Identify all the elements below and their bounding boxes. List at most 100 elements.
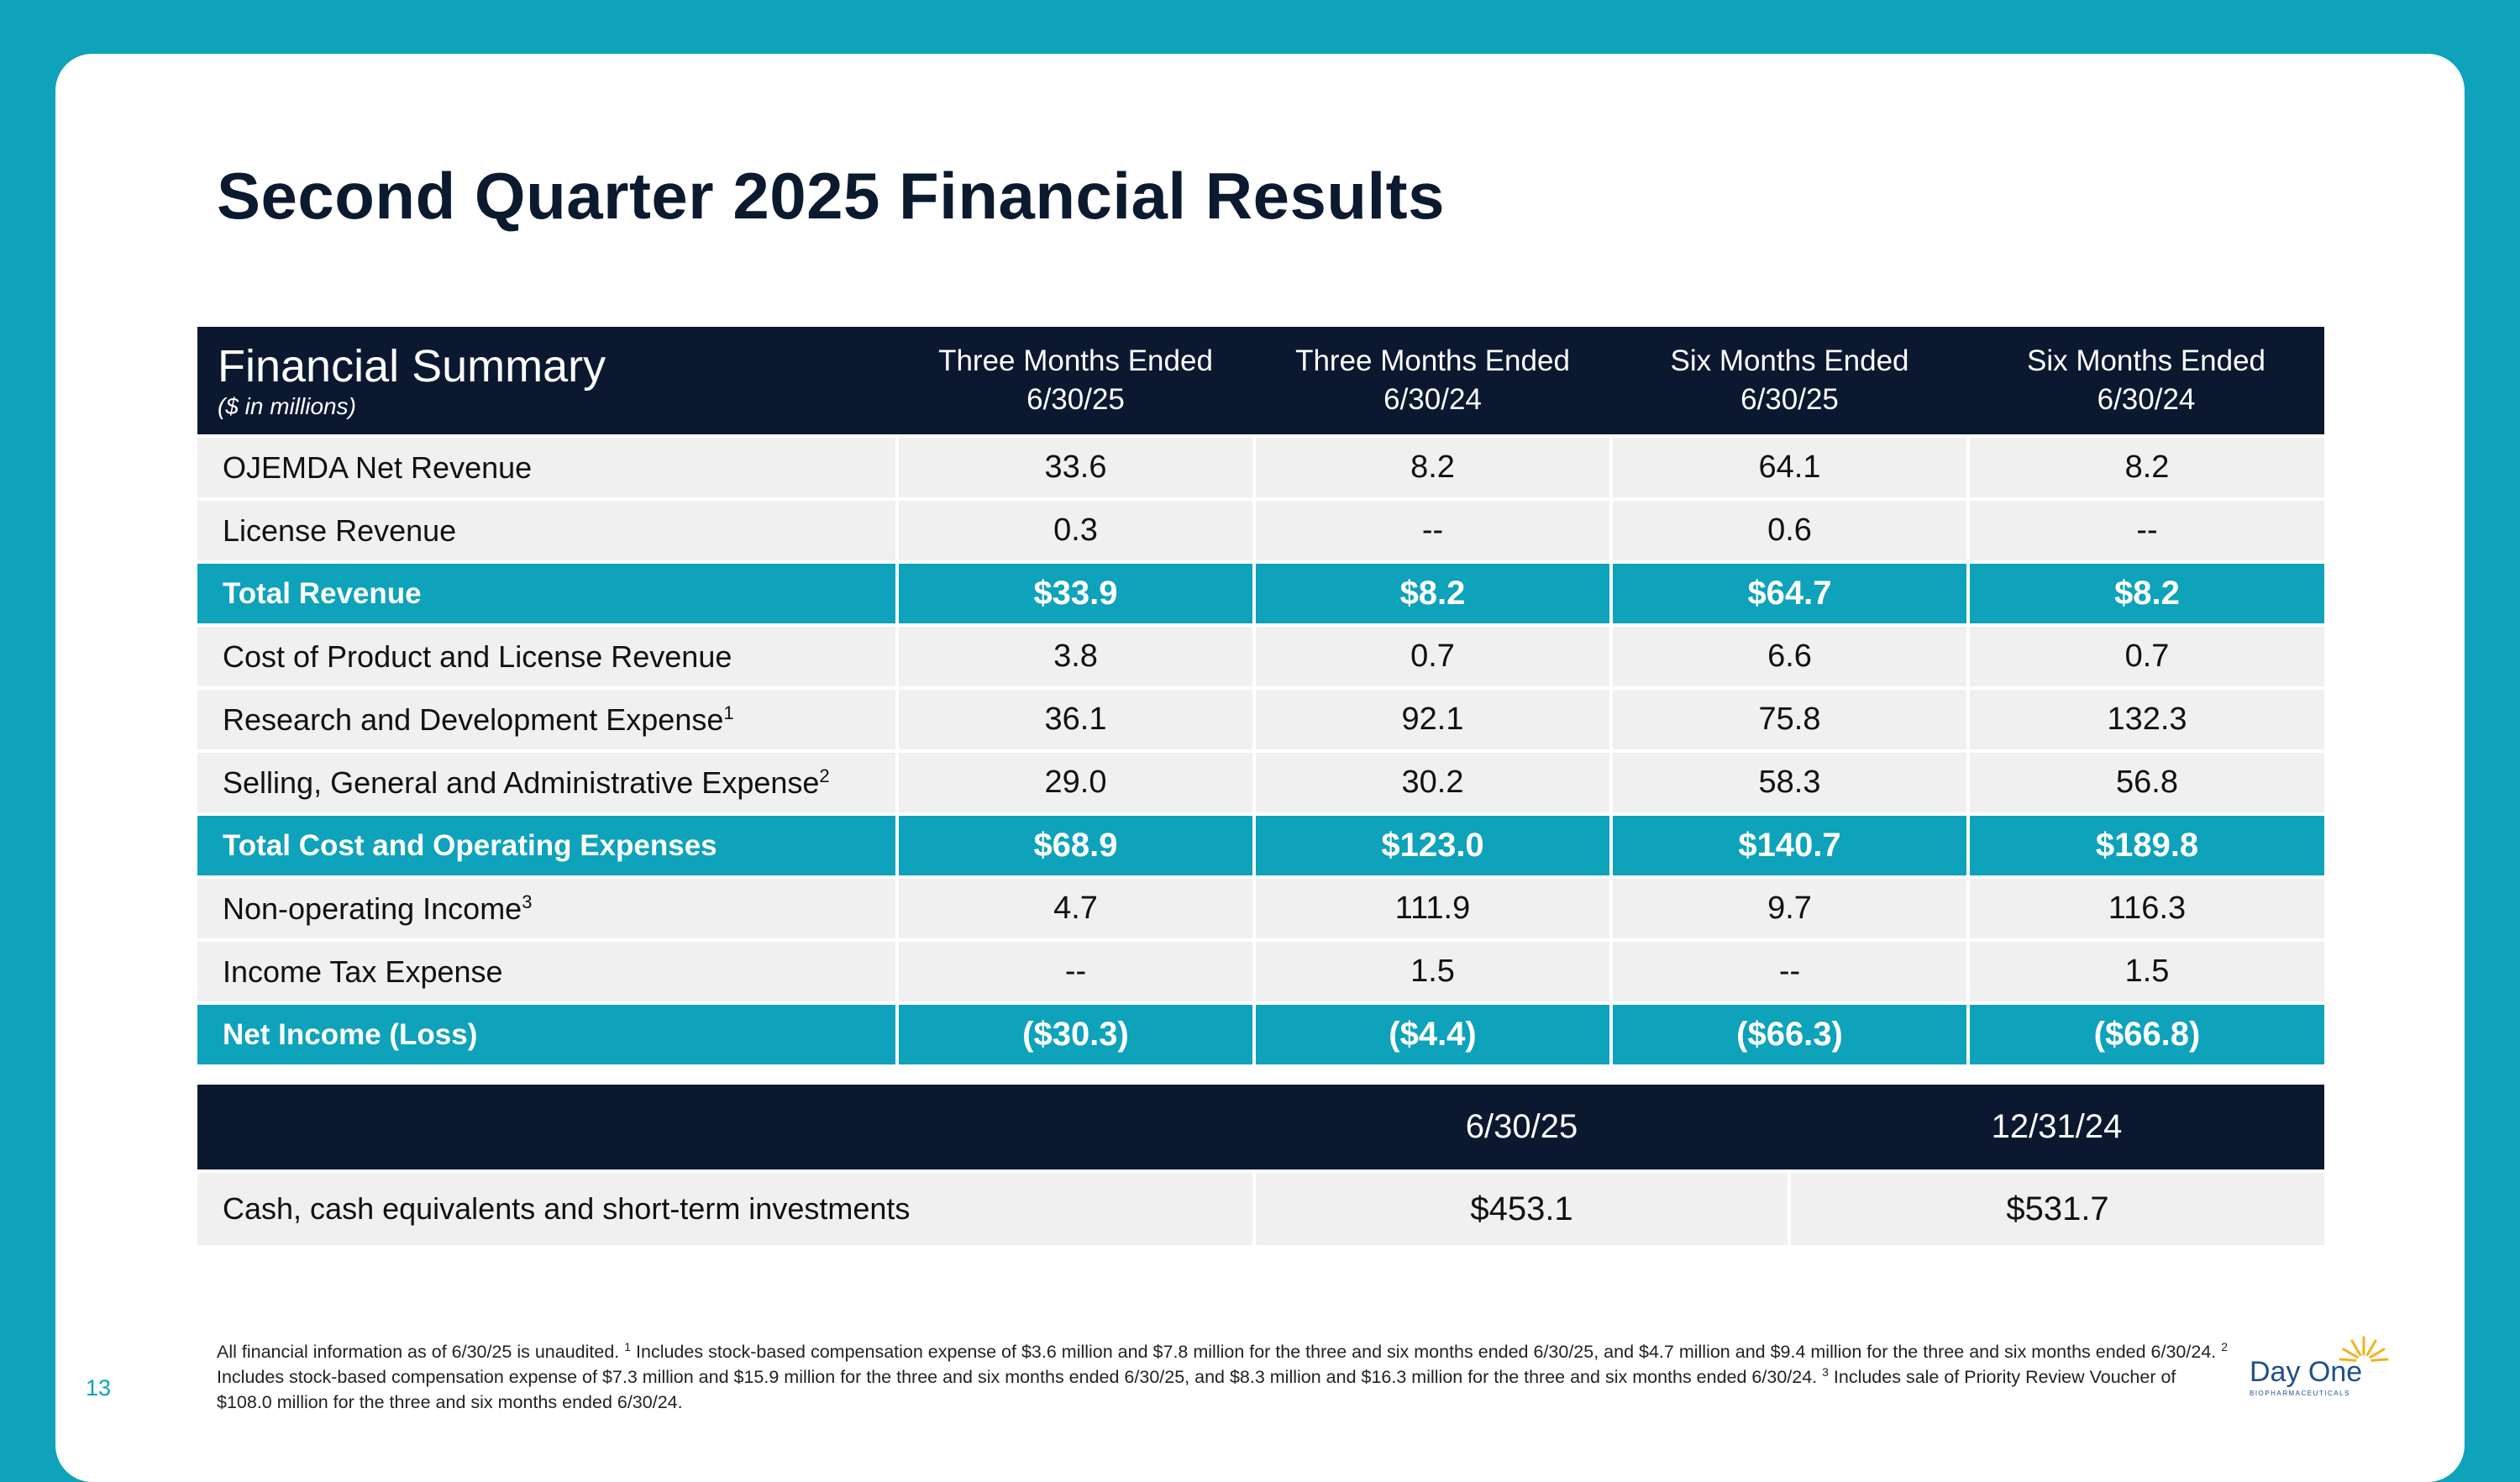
- row-label-text: Selling, General and Administrative Expe…: [223, 765, 820, 800]
- row-label: Total Revenue: [197, 560, 897, 625]
- column-header-line1: Six Months Ended: [1670, 344, 1909, 377]
- logo-name: Day One: [2250, 1356, 2363, 1388]
- cell-value: --: [1252, 497, 1611, 562]
- table-row-sga: Selling, General and Administrative Expe…: [197, 749, 2324, 814]
- row-label: Cost of Product and License Revenue: [197, 623, 897, 688]
- cell-value: $68.9: [895, 812, 1254, 877]
- footnote-text: Includes stock-based compensation expens…: [217, 1367, 1823, 1387]
- cell-value: $33.9: [895, 560, 1254, 625]
- cell-value: 64.1: [1609, 434, 1968, 499]
- column-header-line2: 6/30/25: [1740, 383, 1839, 416]
- cell-value: 132.3: [1966, 686, 2324, 751]
- row-label: Income Tax Expense: [197, 938, 897, 1003]
- column-header: Three Months Ended 6/30/24: [1254, 327, 1611, 436]
- cell-value: --: [1609, 938, 1968, 1003]
- column-header-line2: 6/30/25: [1026, 383, 1125, 416]
- cash-table: 6/30/25 12/31/24 Cash, cash equivalents …: [197, 1085, 2324, 1245]
- cell-value: 29.0: [895, 749, 1254, 814]
- row-label-text: Research and Development Expense: [223, 702, 724, 737]
- cell-value: $140.7: [1609, 812, 1968, 877]
- summary-units: ($ in millions): [218, 393, 356, 419]
- footnote-ref: 3: [522, 891, 533, 912]
- cell-value: 36.1: [895, 686, 1254, 751]
- cell-value: ($4.4): [1252, 1001, 1611, 1064]
- sun-icon: [2339, 1336, 2389, 1370]
- cell-value: 0.7: [1966, 623, 2324, 688]
- cell-value: $189.8: [1966, 812, 2324, 877]
- cell-value: 56.8: [1966, 749, 2324, 814]
- cell-value: $123.0: [1252, 812, 1611, 877]
- cell-value: 33.6: [895, 434, 1254, 499]
- row-label: License Revenue: [197, 497, 897, 562]
- cell-value: $8.2: [1966, 560, 2324, 625]
- slide-title: Second Quarter 2025 Financial Results: [217, 159, 1446, 233]
- logo-tagline: BIOPHARMACEUTICALS: [2250, 1390, 2350, 1397]
- cash-header-blank: [197, 1085, 1254, 1171]
- cell-value: 0.7: [1252, 623, 1611, 688]
- cell-value: ($30.3): [895, 1001, 1254, 1064]
- cash-row-label: Cash, cash equivalents and short-term in…: [197, 1169, 1254, 1245]
- column-header-line1: Three Months Ended: [1295, 344, 1570, 377]
- footnote-marker: 1: [624, 1339, 632, 1353]
- footnote: All financial information as of 6/30/25 …: [217, 1339, 2233, 1415]
- footnote-text: All financial information as of 6/30/25 …: [217, 1342, 625, 1362]
- cell-value: 111.9: [1252, 875, 1611, 940]
- company-logo: Day One BIOPHARMACEUTICALS: [2250, 1332, 2392, 1400]
- cell-value: 58.3: [1609, 749, 1968, 814]
- financial-summary-table: Financial Summary ($ in millions) Three …: [197, 327, 2324, 1064]
- cell-value: 6.6: [1609, 623, 1968, 688]
- cell-value: 9.7: [1609, 875, 1968, 940]
- column-header: Three Months Ended 6/30/25: [897, 327, 1254, 436]
- row-label: Net Income (Loss): [197, 1001, 897, 1064]
- column-header: Six Months Ended 6/30/25: [1611, 327, 1968, 436]
- row-label-text: Non-operating Income: [223, 891, 522, 926]
- cash-header-row: 6/30/25 12/31/24: [197, 1085, 2324, 1171]
- summary-title: Financial Summary: [218, 341, 606, 392]
- table-row-net-income-loss: Net Income (Loss) ($30.3) ($4.4) ($66.3)…: [197, 1001, 2324, 1064]
- table-row-total-cost-operating-expenses: Total Cost and Operating Expenses $68.9 …: [197, 812, 2324, 877]
- footnote-marker: 3: [1822, 1364, 1829, 1379]
- cell-value: ($66.3): [1609, 1001, 1968, 1064]
- cash-row: Cash, cash equivalents and short-term in…: [197, 1169, 2324, 1245]
- cell-value: $64.7: [1609, 560, 1968, 625]
- column-header-line1: Three Months Ended: [938, 344, 1213, 377]
- table-row-non-operating-income: Non-operating Income3 4.7 111.9 9.7 116.…: [197, 875, 2324, 940]
- cell-value: 1.5: [1966, 938, 2324, 1003]
- column-header-line2: 6/30/24: [2097, 383, 2196, 416]
- cell-value: 92.1: [1252, 686, 1611, 751]
- row-label: OJEMDA Net Revenue: [197, 434, 897, 499]
- footnote-text: Includes sale of Priority Review Voucher…: [217, 1367, 2176, 1412]
- cash-column-header: 12/31/24: [1789, 1085, 2324, 1171]
- column-header-line1: Six Months Ended: [2026, 344, 2266, 377]
- cash-value: $531.7: [1788, 1169, 2324, 1245]
- column-header: Six Months Ended 6/30/24: [1968, 327, 2324, 436]
- cell-value: 0.3: [895, 497, 1254, 562]
- footnote-marker: 2: [2221, 1339, 2229, 1353]
- page-number: 13: [86, 1375, 112, 1401]
- cell-value: 3.8: [895, 623, 1254, 688]
- cell-value: ($66.8): [1966, 1001, 2324, 1064]
- table-row-cost-of-revenue: Cost of Product and License Revenue 3.8 …: [197, 623, 2324, 688]
- cell-value: 8.2: [1966, 434, 2324, 499]
- row-label: Selling, General and Administrative Expe…: [197, 749, 897, 814]
- cell-value: 1.5: [1252, 938, 1611, 1003]
- table-row-license-revenue: License Revenue 0.3 -- 0.6 --: [197, 497, 2324, 562]
- cell-value: 4.7: [895, 875, 1254, 940]
- row-label: Non-operating Income3: [197, 875, 897, 940]
- table-row-ojemda-net-revenue: OJEMDA Net Revenue 33.6 8.2 64.1 8.2: [197, 434, 2324, 499]
- cell-value: --: [895, 938, 1254, 1003]
- table-row-research-development: Research and Development Expense1 36.1 9…: [197, 686, 2324, 751]
- cell-value: $8.2: [1252, 560, 1611, 625]
- footnote-ref: 1: [723, 702, 734, 723]
- cell-value: 0.6: [1609, 497, 1968, 562]
- cell-value: --: [1966, 497, 2324, 562]
- cell-value: 30.2: [1252, 749, 1611, 814]
- footnote-text: Includes stock-based compensation expens…: [631, 1342, 2222, 1362]
- cell-value: 8.2: [1252, 434, 1611, 499]
- row-label: Research and Development Expense1: [197, 686, 897, 751]
- table-row-income-tax-expense: Income Tax Expense -- 1.5 -- 1.5: [197, 938, 2324, 1003]
- financial-summary-heading: Financial Summary ($ in millions): [197, 327, 897, 436]
- cash-value: $453.1: [1252, 1169, 1789, 1245]
- cell-value: 116.3: [1966, 875, 2324, 940]
- table-row-total-revenue: Total Revenue $33.9 $8.2 $64.7 $8.2: [197, 560, 2324, 625]
